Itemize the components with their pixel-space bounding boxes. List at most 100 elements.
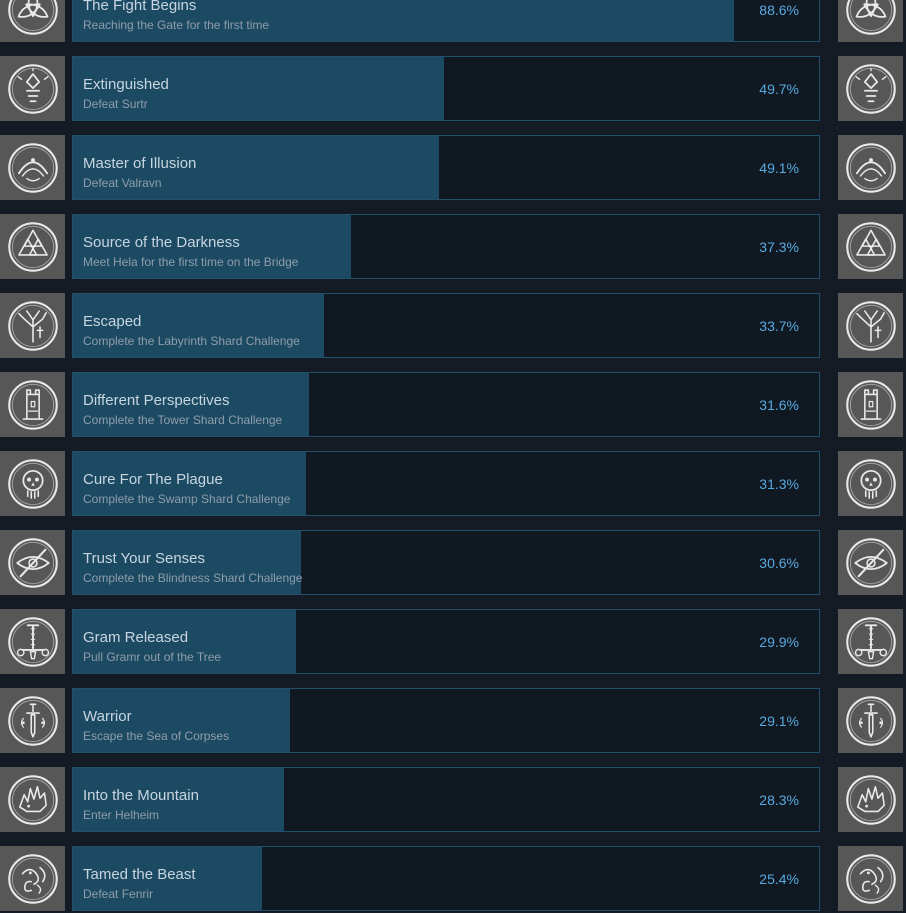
- achievement-row: Gram Released Pull Gramr out of the Tree 2…: [0, 609, 906, 674]
- achievement-row: Extinguished Defeat Surtr 49.7%: [0, 56, 906, 121]
- achievement-description: Reaching the Gate for the first time: [83, 18, 270, 32]
- achievement-progress-fill: [73, 57, 444, 120]
- wolf-knot-icon: [838, 846, 903, 911]
- inverted-sword-icon: [838, 609, 903, 674]
- achievement-description: Complete the Tower Shard Challenge: [83, 413, 283, 427]
- achievement-title: The Fight Begins: [83, 0, 197, 14]
- valknut-triangles-icon: [0, 214, 65, 279]
- achievement-text: Into the Mountain Enter Helheim: [83, 768, 699, 831]
- achievement-title: Escaped: [83, 313, 142, 330]
- triquetra-knot-icon: [0, 0, 65, 42]
- achievement-progress-bar: Trust Your Senses Complete the Blindness …: [72, 530, 820, 595]
- slashed-eye-icon: [838, 530, 903, 595]
- achievement-text: Different Perspectives Complete the Tower…: [83, 373, 699, 436]
- achievement-percent: 30.6%: [759, 554, 799, 571]
- achievement-title: Gram Released: [83, 629, 189, 646]
- inverted-sword-icon: [0, 609, 65, 674]
- achievement-progress-fill: [73, 0, 734, 41]
- achievement-description: Defeat Fenrir: [83, 887, 154, 901]
- valravn-raven-knot-icon: [0, 135, 65, 200]
- achievement-text: Escaped Complete the Labyrinth Shard Chal…: [83, 294, 699, 357]
- achievement-text: Source of the Darkness Meet Hela for the …: [83, 215, 699, 278]
- achievement-percent: 29.1%: [759, 712, 799, 729]
- achievement-title: Master of Illusion: [83, 155, 197, 172]
- achievement-title: Extinguished: [83, 76, 169, 93]
- achievement-text: The Fight Begins Reaching the Gate for th…: [83, 0, 699, 41]
- skull-icon: [838, 451, 903, 516]
- achievement-title: Source of the Darkness: [83, 234, 240, 251]
- achievement-text: Tamed the Beast Defeat Fenrir: [83, 847, 699, 910]
- achievement-progress-fill: [73, 610, 297, 673]
- achievement-progress-bar: The Fight Begins Reaching the Gate for th…: [72, 0, 820, 42]
- achievement-progress-fill: [73, 373, 309, 436]
- achievement-text: Trust Your Senses Complete the Blindness …: [83, 531, 699, 594]
- achievement-row: Tamed the Beast Defeat Fenrir 25.4%: [0, 846, 906, 911]
- achievement-progress-bar: Warrior Escape the Sea of Corpses 29.1%: [72, 688, 820, 753]
- achievement-progress-bar: Source of the Darkness Meet Hela for the …: [72, 214, 820, 279]
- achievement-percent: 88.6%: [759, 1, 799, 18]
- achievement-text: Extinguished Defeat Surtr: [83, 57, 699, 120]
- achievement-text: Gram Released Pull Gramr out of the Tree: [83, 610, 699, 673]
- tree-sword-icon: [0, 293, 65, 358]
- achievement-text: Cure For The Plague Complete the Swamp Sh…: [83, 452, 699, 515]
- achievement-progress-bar: Gram Released Pull Gramr out of the Tree 2…: [72, 609, 820, 674]
- achievement-progress-bar: Escaped Complete the Labyrinth Shard Chal…: [72, 293, 820, 358]
- achievement-description: Enter Helheim: [83, 808, 160, 822]
- achievement-row: Trust Your Senses Complete the Blindness …: [0, 530, 906, 595]
- wolf-knot-icon: [0, 846, 65, 911]
- achievement-row: The Fight Begins Reaching the Gate for th…: [0, 0, 906, 42]
- achievement-title: Warrior: [83, 708, 132, 725]
- achievement-progress-fill: [73, 531, 302, 594]
- achievement-percent: 49.7%: [759, 80, 799, 97]
- achievement-progress-fill: [73, 847, 263, 910]
- achievement-progress-fill: [73, 689, 291, 752]
- achievement-description: Defeat Surtr: [83, 97, 148, 111]
- tower-icon: [838, 372, 903, 437]
- achievement-row: Cure For The Plague Complete the Swamp Sh…: [0, 451, 906, 516]
- achievement-percent: 37.3%: [759, 238, 799, 255]
- achievement-title: Cure For The Plague: [83, 471, 223, 488]
- achievement-row: Warrior Escape the Sea of Corpses 29.1%: [0, 688, 906, 753]
- achievement-percent: 25.4%: [759, 870, 799, 887]
- ornate-sword-icon: [838, 688, 903, 753]
- achievement-progress-fill: [73, 452, 307, 515]
- achievement-percent: 33.7%: [759, 317, 799, 334]
- achievement-row: Different Perspectives Complete the Tower…: [0, 372, 906, 437]
- achievement-progress-fill: [73, 136, 440, 199]
- achievement-progress-bar: Into the Mountain Enter Helheim 28.3%: [72, 767, 820, 832]
- spiked-beast-head-icon: [838, 767, 903, 832]
- achievement-row: Escaped Complete the Labyrinth Shard Chal…: [0, 293, 906, 358]
- tower-icon: [0, 372, 65, 437]
- achievement-description: Escape the Sea of Corpses: [83, 729, 230, 743]
- achievement-progress-bar: Different Perspectives Complete the Tower…: [72, 372, 820, 437]
- valravn-raven-knot-icon: [838, 135, 903, 200]
- achievement-percent: 31.3%: [759, 475, 799, 492]
- achievement-progress-fill: [73, 768, 285, 831]
- tree-sword-icon: [838, 293, 903, 358]
- skull-icon: [0, 451, 65, 516]
- achievement-progress-bar: Cure For The Plague Complete the Swamp Sh…: [72, 451, 820, 516]
- achievement-progress-bar: Tamed the Beast Defeat Fenrir 25.4%: [72, 846, 820, 911]
- achievement-title: Into the Mountain: [83, 787, 199, 804]
- achievement-progress-fill: [73, 294, 325, 357]
- achievement-description: Meet Hela for the first time on the Brid…: [83, 255, 299, 269]
- achievement-description: Complete the Swamp Shard Challenge: [83, 492, 291, 506]
- surtr-flame-figure-icon: [0, 56, 65, 121]
- achievement-description: Defeat Valravn: [83, 176, 162, 190]
- achievement-percent: 31.6%: [759, 396, 799, 413]
- valknut-triangles-icon: [838, 214, 903, 279]
- achievement-text: Master of Illusion Defeat Valravn: [83, 136, 699, 199]
- achievement-progress-fill: [73, 215, 352, 278]
- achievement-percent: 28.3%: [759, 791, 799, 808]
- spiked-beast-head-icon: [0, 767, 65, 832]
- achievement-progress-bar: Extinguished Defeat Surtr 49.7%: [72, 56, 820, 121]
- achievement-description: Complete the Labyrinth Shard Challenge: [83, 334, 300, 348]
- achievement-row: Master of Illusion Defeat Valravn 49.1%: [0, 135, 906, 200]
- achievement-percent: 29.9%: [759, 633, 799, 650]
- achievement-row: Source of the Darkness Meet Hela for the …: [0, 214, 906, 279]
- achievement-title: Tamed the Beast: [83, 866, 196, 883]
- achievement-description: Complete the Blindness Shard Challenge: [83, 571, 303, 585]
- achievement-title: Different Perspectives: [83, 392, 230, 409]
- achievement-text: Warrior Escape the Sea of Corpses: [83, 689, 699, 752]
